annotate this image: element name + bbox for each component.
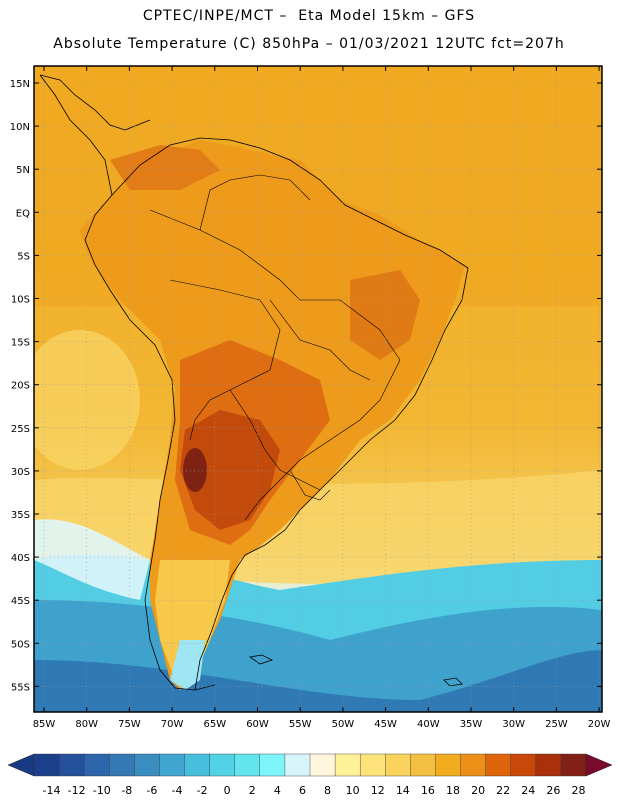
lon-label: 30W xyxy=(502,719,525,730)
lat-label: 35S xyxy=(11,510,30,521)
colorbar-swatch xyxy=(334,753,361,777)
north-hot-patch xyxy=(110,145,220,190)
lon-label: 25W xyxy=(545,719,568,730)
colorbar-swatch xyxy=(284,753,311,777)
lat-label: 10S xyxy=(11,295,30,306)
colorbar-label: -8 xyxy=(121,784,132,797)
colorbar-labels: -14 -12 -10 -8 -6 -4 -2 0 2 4 6 8 10 12 14 16 18 20 22 24 26… xyxy=(43,784,586,797)
colorbar-label: -10 xyxy=(93,784,111,797)
colorbar-label: 16 xyxy=(421,784,435,797)
map-field xyxy=(34,66,602,712)
colorbar-swatch xyxy=(435,753,462,777)
colorbar-swatch xyxy=(184,753,211,777)
lat-label: 30S xyxy=(11,467,30,478)
lon-label: 65W xyxy=(203,719,226,730)
chile-coast-pale-patch xyxy=(34,519,150,600)
colorbar-swatch xyxy=(33,753,60,777)
latitude-labels: 15N 10N 5N EQ 5S 10S 15S 20S 25S 30S 35S 40S 45S 50S 5… xyxy=(10,79,30,693)
colorbar-label: 20 xyxy=(471,784,485,797)
colorbar-label: -4 xyxy=(172,784,183,797)
colorbar-swatch xyxy=(259,753,286,777)
lat-label: 5N xyxy=(16,165,30,176)
colorbar xyxy=(7,753,613,777)
tierra-del-fuego-cold xyxy=(170,640,205,690)
lat-label: 10N xyxy=(10,122,30,133)
colorbar-label: 28 xyxy=(571,784,585,797)
colorbar-swatch xyxy=(83,753,110,777)
colorbar-swatch xyxy=(109,753,135,777)
map-title: CPTEC/INPE/MCT – Eta Model 15km – GFS xyxy=(142,8,476,24)
colorbar-label: 26 xyxy=(546,784,560,797)
lon-label: 70W xyxy=(161,719,184,730)
lon-label: 40W xyxy=(417,719,440,730)
colorbar-swatch xyxy=(58,753,85,777)
lon-label: 80W xyxy=(75,719,98,730)
colorbar-swatch xyxy=(460,753,487,777)
colorbar-label: 2 xyxy=(249,784,256,797)
lat-label: 5S xyxy=(17,251,30,262)
colorbar-label: 24 xyxy=(521,784,535,797)
colorbar-swatch xyxy=(234,753,261,777)
colorbar-label: 0 xyxy=(224,784,231,797)
lat-label: EQ xyxy=(16,208,30,219)
lon-label: 45W xyxy=(374,719,397,730)
colorbar-swatch xyxy=(485,753,512,777)
colorbar-label: 22 xyxy=(496,784,510,797)
south-coldest-ocean xyxy=(34,650,602,712)
colorbar-high-arrow xyxy=(585,753,613,777)
colorbar-label: 10 xyxy=(346,784,360,797)
map-frame xyxy=(33,65,603,713)
colorbar-label: 6 xyxy=(299,784,306,797)
lon-label: 75W xyxy=(118,719,141,730)
colorbar-swatch xyxy=(410,753,436,777)
colorbar-label: -12 xyxy=(68,784,86,797)
colorbar-swatch xyxy=(209,753,236,777)
colorbar-swatch xyxy=(359,753,386,777)
lon-label: 55W xyxy=(289,719,312,730)
pacific-pale-patch xyxy=(34,330,140,470)
longitude-labels: 85W 80W 75W 70W 65W 60W 55W 50W 45W 40W 35W 30W 25W 2… xyxy=(33,719,611,730)
colorbar-swatch xyxy=(159,753,186,777)
lat-label: 45S xyxy=(11,596,30,607)
lon-label: 20W xyxy=(588,719,611,730)
colorbar-swatch xyxy=(560,753,587,777)
lat-label: 40S xyxy=(11,553,30,564)
hottest-spot xyxy=(183,448,207,492)
colorbar-swatch xyxy=(510,753,537,777)
lon-label: 60W xyxy=(246,719,269,730)
colorbar-label: -6 xyxy=(146,784,157,797)
axis-ticks xyxy=(34,66,602,712)
colorbar-label: -2 xyxy=(197,784,208,797)
colorbar-swatch xyxy=(309,753,336,777)
lat-label: 15N xyxy=(10,79,30,90)
lat-label: 50S xyxy=(11,639,30,650)
colorbar-swatch xyxy=(134,753,160,777)
coastlines xyxy=(39,74,469,691)
lat-lon-grid xyxy=(34,66,602,712)
northeast-hot-patch xyxy=(350,270,420,360)
very-hot-chaco-region xyxy=(180,410,280,530)
colorbar-label: -14 xyxy=(43,784,61,797)
colorbar-label: 4 xyxy=(274,784,281,797)
colorbar-swatch xyxy=(385,753,411,777)
lat-label: 55S xyxy=(11,682,30,693)
lon-label: 35W xyxy=(460,719,483,730)
country-borders xyxy=(149,174,401,521)
colorbar-label: 18 xyxy=(446,784,460,797)
colorbar-label: 14 xyxy=(396,784,410,797)
patagonia-cooler-region xyxy=(155,560,230,680)
map-subtitle: Absolute Temperature (C) 850hPa – 01/03/… xyxy=(53,36,565,52)
colorbar-label: 12 xyxy=(371,784,385,797)
lon-label: 50W xyxy=(332,719,355,730)
lat-label: 15S xyxy=(11,338,30,349)
lat-label: 25S xyxy=(11,424,30,435)
colorbar-swatch xyxy=(535,753,562,777)
lon-label: 85W xyxy=(33,719,56,730)
lat-label: 20S xyxy=(11,381,30,392)
colorbar-label: 8 xyxy=(324,784,331,797)
colorbar-low-arrow xyxy=(7,753,35,777)
